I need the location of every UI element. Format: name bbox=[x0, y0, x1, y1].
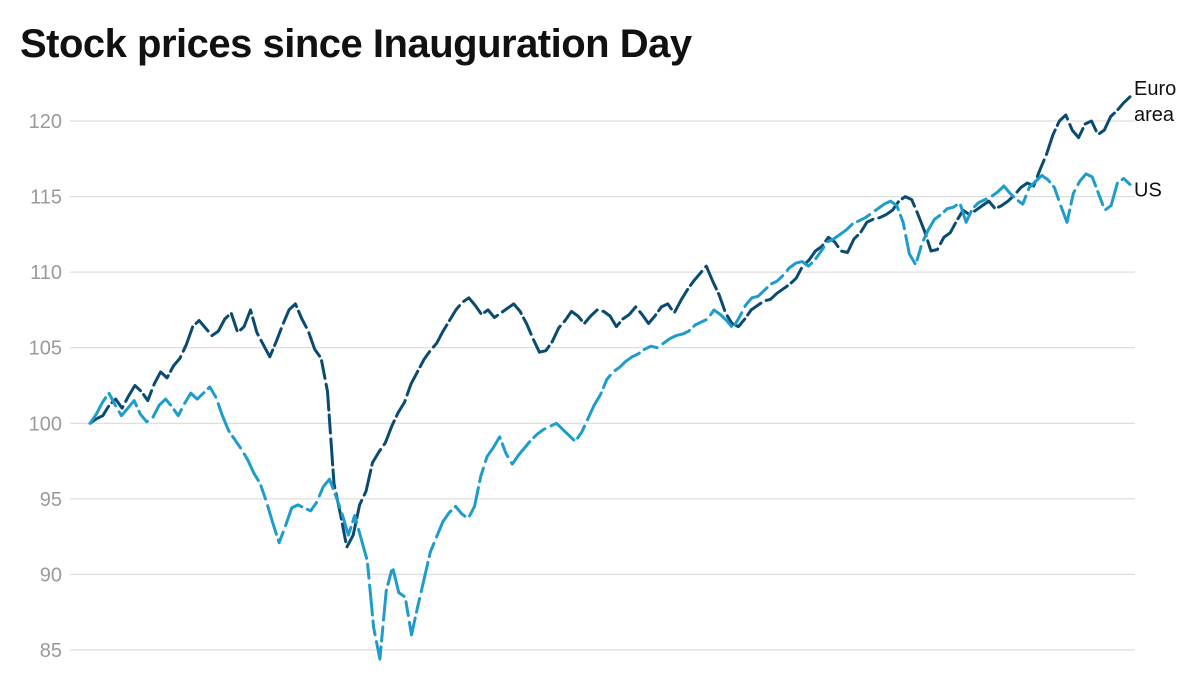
series-line-us bbox=[88, 172, 1132, 661]
y-tick-label: 120 bbox=[29, 111, 62, 133]
series-labels: Euro area US bbox=[1134, 78, 1176, 202]
series-lines bbox=[88, 95, 1132, 661]
y-tick-label: 115 bbox=[30, 187, 62, 209]
series-label-euro-area: Euro area bbox=[1134, 78, 1176, 126]
series-label-us: US bbox=[1134, 179, 1162, 201]
series-line-euro-area bbox=[88, 95, 1132, 549]
chart-title: Stock prices since Inauguration Day bbox=[20, 22, 692, 66]
y-tick-label: 95 bbox=[40, 489, 62, 511]
gridlines bbox=[70, 120, 1135, 651]
y-tick-label: 110 bbox=[30, 262, 62, 284]
y-tick-label: 85 bbox=[40, 640, 62, 662]
y-axis-ticks: 85 90 95 100 105 110 115 120 bbox=[29, 111, 62, 662]
y-tick-label: 100 bbox=[29, 413, 62, 435]
y-tick-label: 90 bbox=[40, 564, 62, 586]
y-tick-label: 105 bbox=[29, 338, 62, 360]
